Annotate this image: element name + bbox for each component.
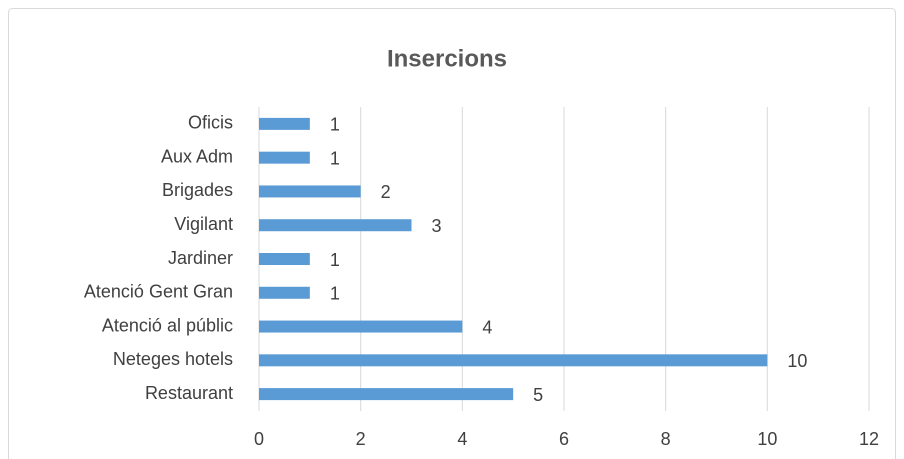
data-label: 10 bbox=[787, 351, 807, 371]
x-tick-label: 10 bbox=[757, 429, 777, 449]
bar bbox=[259, 320, 463, 333]
x-tick-label: 2 bbox=[356, 429, 366, 449]
data-label: 1 bbox=[330, 148, 340, 168]
bar bbox=[259, 151, 310, 164]
data-label: 1 bbox=[330, 284, 340, 304]
y-tick-label: Aux Adm bbox=[161, 146, 233, 166]
y-tick-label: Jardiner bbox=[168, 248, 233, 268]
y-tick-label: Neteges hotels bbox=[113, 349, 233, 369]
y-tick-label: Atenció Gent Gran bbox=[84, 282, 233, 302]
data-label: 1 bbox=[330, 250, 340, 270]
x-tick-label: 8 bbox=[661, 429, 671, 449]
y-tick-label: Brigades bbox=[162, 180, 233, 200]
bar bbox=[259, 219, 412, 232]
data-label: 5 bbox=[533, 385, 543, 405]
data-label: 2 bbox=[381, 182, 391, 202]
data-label: 4 bbox=[482, 317, 492, 337]
x-tick-label: 6 bbox=[559, 429, 569, 449]
chart-title: Insercions bbox=[387, 45, 507, 72]
x-tick-label: 0 bbox=[254, 429, 264, 449]
bar bbox=[259, 286, 310, 299]
y-tick-label: Atenció al públic bbox=[102, 315, 233, 335]
y-tick-label: Vigilant bbox=[174, 214, 233, 234]
data-label: 1 bbox=[330, 115, 340, 135]
bar bbox=[259, 388, 514, 401]
bar bbox=[259, 185, 361, 198]
data-label: 3 bbox=[432, 216, 442, 236]
y-tick-label: Restaurant bbox=[145, 383, 233, 403]
y-tick-label: Oficis bbox=[188, 113, 233, 133]
bar bbox=[259, 354, 768, 367]
bar bbox=[259, 117, 310, 130]
x-tick-label: 12 bbox=[859, 429, 879, 449]
chart-frame bbox=[8, 8, 896, 459]
bar bbox=[259, 253, 310, 265]
x-tick-label: 4 bbox=[457, 429, 467, 449]
